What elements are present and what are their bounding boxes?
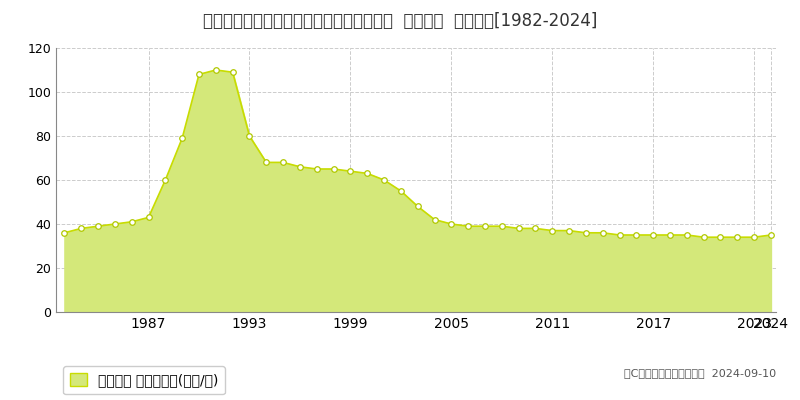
- Point: [698, 234, 710, 240]
- Point: [92, 223, 105, 229]
- Point: [75, 225, 88, 232]
- Point: [562, 227, 575, 234]
- Point: [681, 232, 694, 238]
- Point: [327, 166, 340, 172]
- Point: [731, 234, 744, 240]
- Point: [646, 232, 659, 238]
- Point: [378, 177, 390, 183]
- Point: [478, 223, 491, 229]
- Point: [361, 170, 374, 176]
- Legend: 地価公示 平均坤単価(万円/坤): 地価公示 平均坤単価(万円/坤): [63, 366, 225, 394]
- Point: [310, 166, 323, 172]
- Point: [462, 223, 474, 229]
- Point: [226, 69, 239, 75]
- Point: [748, 234, 761, 240]
- Point: [243, 133, 256, 139]
- Point: [394, 188, 407, 194]
- Point: [176, 135, 189, 141]
- Point: [630, 232, 642, 238]
- Text: 大阪府枚方市春日東町２丁目３６３番５外  地価公示  地価推移[1982-2024]: 大阪府枚方市春日東町２丁目３６３番５外 地価公示 地価推移[1982-2024]: [203, 12, 597, 30]
- Text: （C）土地価格ドットコム  2024-09-10: （C）土地価格ドットコム 2024-09-10: [624, 368, 776, 378]
- Point: [109, 221, 122, 227]
- Point: [260, 159, 273, 166]
- Point: [546, 227, 558, 234]
- Point: [529, 225, 542, 232]
- Point: [613, 232, 626, 238]
- Point: [765, 232, 778, 238]
- Point: [126, 218, 138, 225]
- Point: [159, 177, 172, 183]
- Point: [344, 168, 357, 174]
- Point: [411, 203, 424, 210]
- Point: [428, 216, 441, 223]
- Point: [142, 214, 155, 221]
- Point: [58, 230, 71, 236]
- Point: [193, 71, 206, 78]
- Point: [277, 159, 290, 166]
- Point: [495, 223, 508, 229]
- Point: [596, 230, 609, 236]
- Point: [579, 230, 592, 236]
- Point: [294, 164, 306, 170]
- Point: [664, 232, 677, 238]
- Point: [210, 67, 222, 73]
- Point: [512, 225, 525, 232]
- Point: [714, 234, 727, 240]
- Point: [445, 221, 458, 227]
